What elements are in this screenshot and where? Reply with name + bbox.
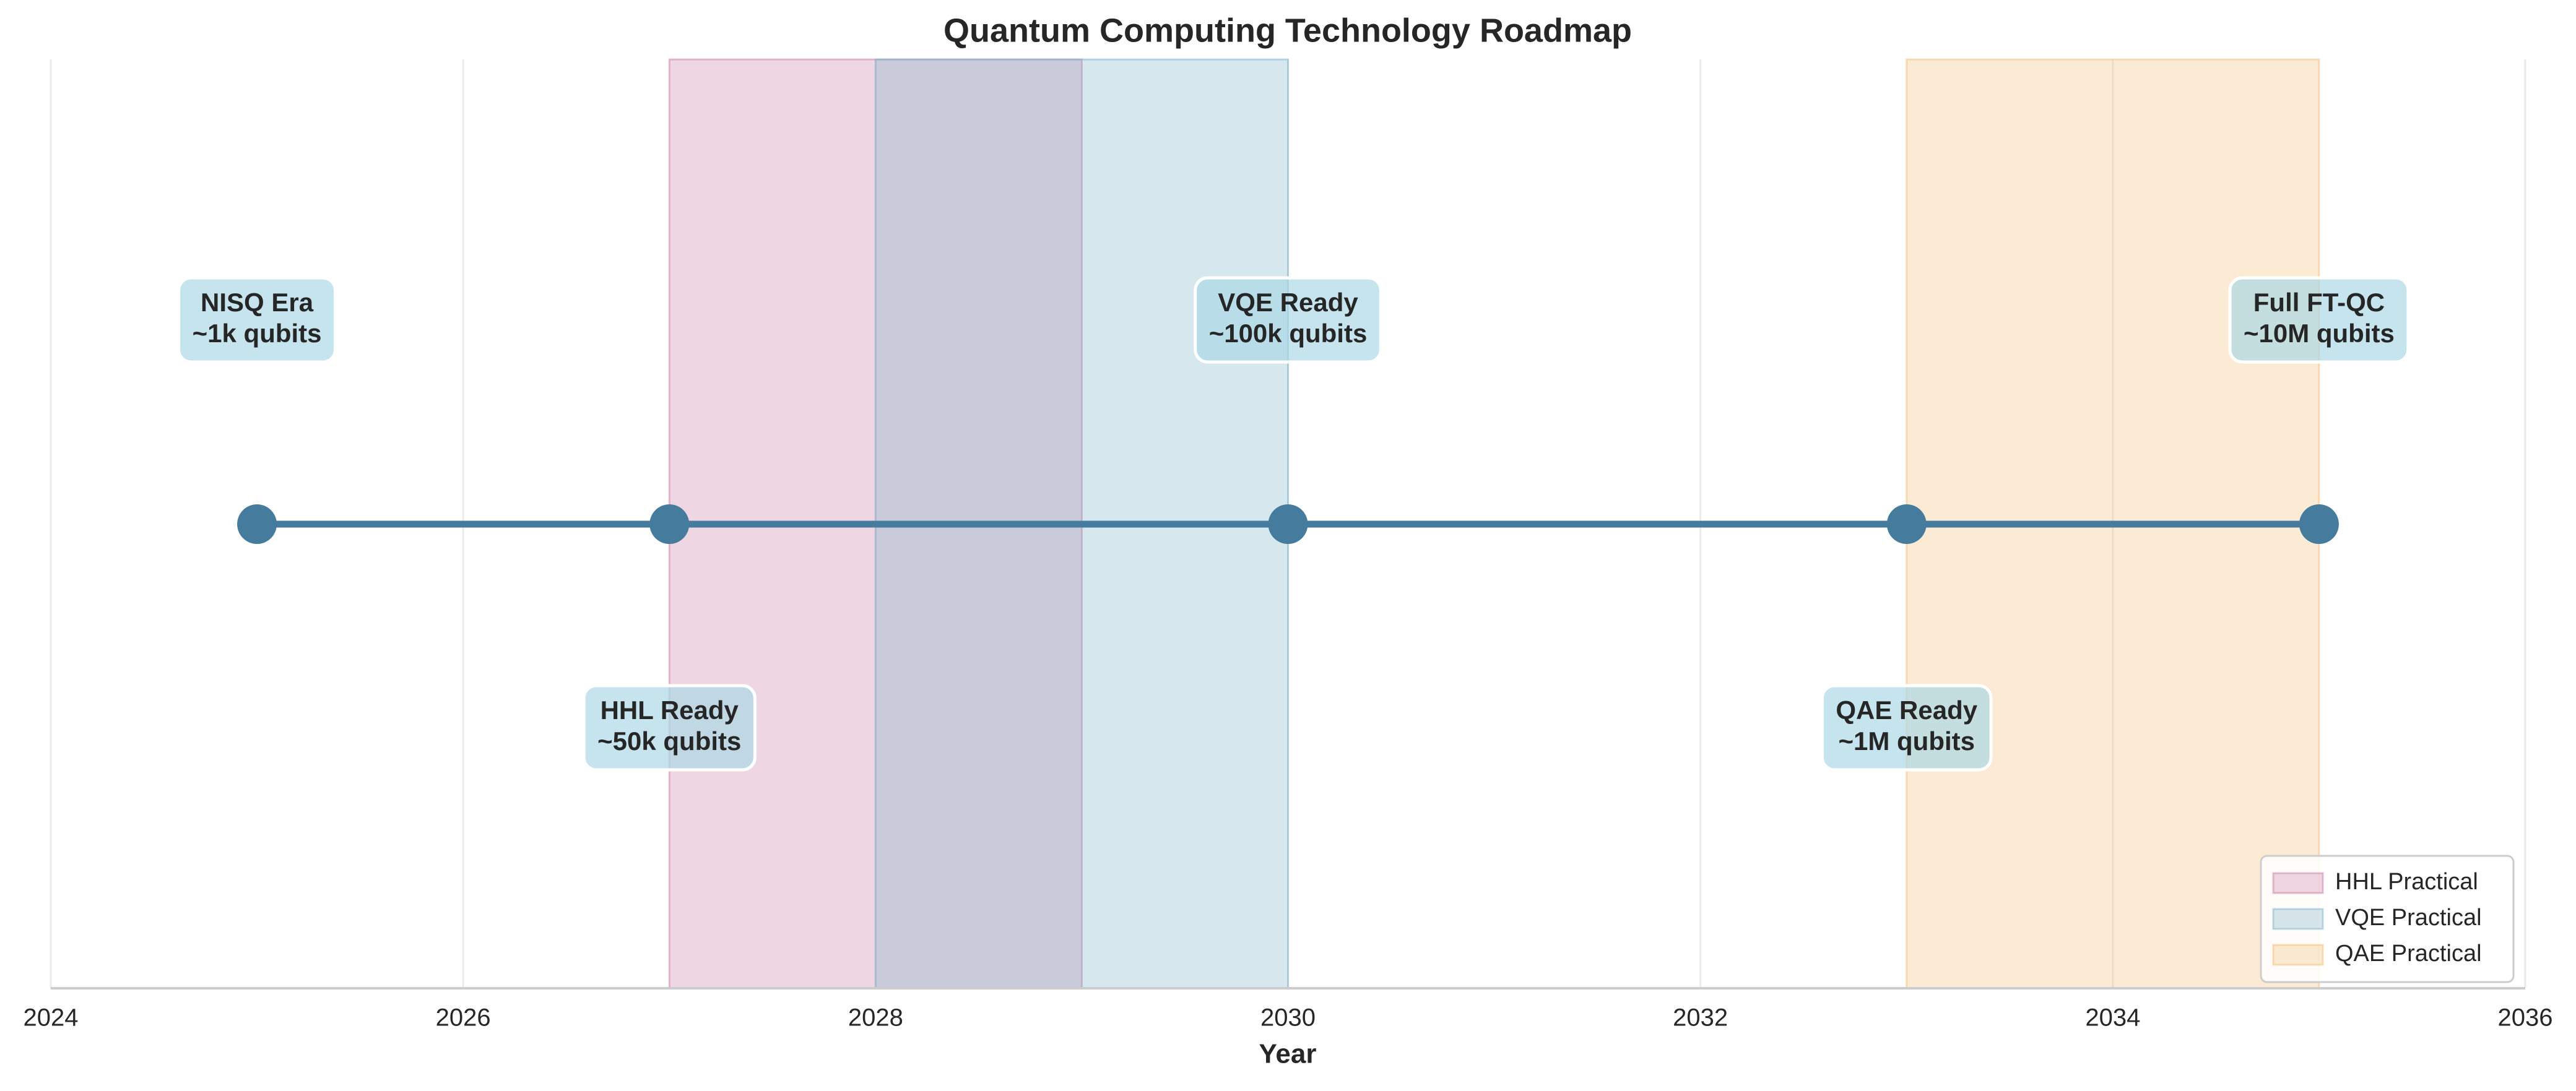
x-tick-label: 2024 [24, 1004, 79, 1032]
x-tick-label: 2032 [1673, 1004, 1728, 1032]
milestone-detail: ~1M qubits [1838, 727, 1975, 756]
milestone-point [1268, 504, 1308, 544]
annotation-box [582, 684, 757, 772]
legend-box [2260, 855, 2515, 983]
milestone-point [649, 504, 690, 544]
x-tick-label: 2036 [2498, 1004, 2553, 1032]
milestone-point [237, 504, 277, 544]
x-axis-label: Year [1259, 1039, 1317, 1069]
milestone-detail: ~100k qubits [1209, 319, 1368, 348]
chart-title: Quantum Computing Technology Roadmap [943, 12, 1632, 49]
milestone-detail: ~10M qubits [2244, 319, 2395, 348]
milestone-annotation: HHL Ready~50k qubits [582, 684, 757, 772]
annotation-box [1194, 276, 1382, 364]
milestone-detail: ~50k qubits [597, 727, 741, 756]
legend-label: VQE Practical [2335, 905, 2482, 931]
x-tick-label: 2028 [848, 1004, 903, 1032]
milestone-name: Full FT-QC [2253, 288, 2385, 317]
x-tick-label: 2026 [436, 1004, 491, 1032]
milestone-name: VQE Ready [1218, 288, 1358, 317]
legend-swatch [2272, 908, 2324, 930]
legend-label: QAE Practical [2335, 941, 2482, 967]
milestone-annotation: NISQ Era~1k qubits [177, 276, 337, 364]
milestone-name: NISQ Era [201, 288, 314, 317]
annotation-box [177, 276, 337, 364]
milestone-annotation: QAE Ready~1M qubits [1820, 684, 1993, 772]
annotation-box [1820, 684, 1993, 772]
milestone-name: HHL Ready [601, 696, 739, 725]
milestone-point [2299, 504, 2339, 544]
x-tick-label: 2034 [2085, 1004, 2140, 1032]
legend-label: HHL Practical [2335, 869, 2478, 895]
annotation-box [2228, 276, 2410, 364]
legend: HHL Practical VQE Practical QAE Practical [2260, 855, 2515, 983]
milestone-detail: ~1k qubits [193, 319, 322, 348]
milestone-annotation: Full FT-QC~10M qubits [2228, 276, 2410, 364]
legend-swatch [2272, 944, 2324, 966]
legend-swatch [2272, 872, 2324, 894]
milestone-point [1886, 504, 1927, 544]
milestone-name: QAE Ready [1836, 696, 1977, 725]
milestone-annotation: VQE Ready~100k qubits [1194, 276, 1382, 364]
x-tick-label: 2030 [1260, 1004, 1316, 1032]
